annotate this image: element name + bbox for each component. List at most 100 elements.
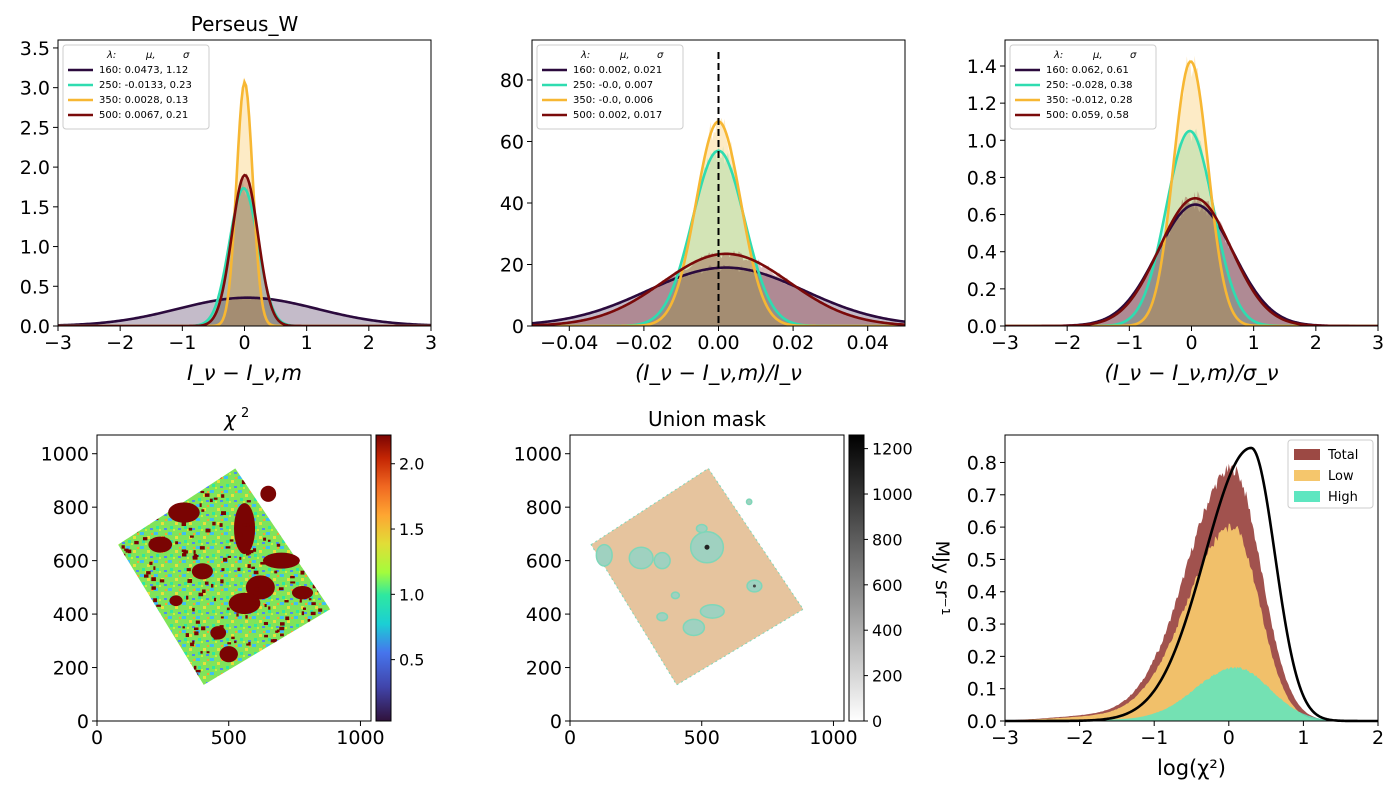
speckle-dot [146,571,151,575]
speckle-dot [202,589,206,594]
speckle-dot [300,570,305,575]
histogram-high [1005,666,1378,721]
high-chi2-patch [191,563,213,580]
legend-header: λ: [106,50,116,61]
legend: Total Low High [1287,439,1374,509]
speckle-dot [187,579,193,583]
bright-source [752,584,756,588]
x-tick-label: 0.02 [772,332,814,354]
speckle-dot [182,553,187,557]
legend-entry: 160: 0.002, 0.021 [573,65,662,76]
histogram-350 [1005,55,1378,326]
x-tick-label: 1 [301,332,313,354]
y-tick-label: 2.5 [20,117,50,139]
legend-entry: Total [1327,448,1358,463]
mask-contour [695,523,708,534]
y-tick-label: 1.2 [967,93,997,115]
speckle-dot [290,581,296,584]
legend-entry: 250: -0.0, 0.007 [573,80,653,91]
colorbar-tick-label: 0 [872,712,882,731]
speckle-dot [175,541,179,545]
legend: λ: μ, σ 160: 0.0473, 1.12 250: -0.0133, 0.23… [62,44,210,130]
y-tick-label: 60 [500,131,524,153]
high-chi2-patch [148,536,173,553]
speckle-dot [158,550,163,553]
speckle-dot [253,570,259,575]
speckle-dot [213,636,218,640]
y-tick-label: 0.0 [967,711,997,733]
fit-curve-250 [1005,129,1378,326]
speckle-dot [285,616,290,621]
high-chi2-patch [168,502,200,523]
speckle-dot [307,619,311,622]
speckle-dot [268,606,271,610]
x-axis-label: I_ν − I_ν,m [187,361,302,386]
speckle-dot [202,571,208,576]
speckle-dot [188,527,193,531]
x-tick-label: −2 [1053,332,1081,354]
speckle-dot [213,597,217,602]
speckle-dot [192,640,195,644]
speckle-dot [221,511,227,516]
histogram-250 [1005,128,1378,326]
speckle-dot [124,548,129,551]
speckle-dot [151,577,156,582]
axes-frame [1004,434,1379,722]
legend-entry: 500: 0.002, 0.017 [573,110,662,121]
x-tick-label: 0 [1185,332,1197,354]
mask-contour [653,551,671,570]
legend-header: μ, [619,50,630,61]
speckle-dot [186,568,191,572]
mask-region [590,467,804,686]
speckle-dot [236,613,239,617]
speckle-dot [227,657,233,660]
legend-entry: 500: 0.0067, 0.21 [99,110,188,121]
speckle-dot [205,528,211,533]
x-tick-label: −2 [1066,727,1094,749]
speckle-dot [127,549,132,554]
y-tick-label: 0 [550,711,562,733]
speckle-dot [220,616,224,619]
high-chi2-patch [228,592,261,615]
x-tick-label: 1 [1248,332,1260,354]
speckle-dot [284,600,289,603]
colorbar-tick-label: 400 [872,621,903,640]
x-axis-label: (I_ν − I_ν,m)/σ_ν [1105,361,1279,386]
speckle-dot [245,523,250,527]
panel-2-axes: −0.04 −0.02 0.00 0.02 0.04 0 20 40 60 80 (I_ν − I_… [500,39,906,386]
x-tick-label: 3 [1372,332,1384,354]
fit-curve-250 [58,187,431,326]
y-tick-label: 400 [53,604,89,626]
x-tick-label: −1 [168,332,196,354]
speckle-dot [121,545,125,549]
x-tick-label: −0.02 [615,332,673,354]
panel-2-plot [532,52,905,326]
speckle-dot [254,587,259,592]
legend-entry: 250: -0.028, 0.38 [1046,80,1133,91]
fit-curve-250 [532,149,905,326]
mask-contour [699,603,725,619]
y-tick-label: 0 [77,711,89,733]
x-axis-label: log(χ²) [1157,756,1226,780]
speckle-dot [193,550,196,554]
speckle-dot [204,581,209,585]
speckle-dot [209,498,213,503]
high-chi2-patch [245,575,275,600]
mask-contour [595,543,613,567]
legend-entry: High [1328,490,1358,505]
axes-frame [569,434,845,722]
panel-1-axes: −3 −2 −1 0 1 2 3 0.0 0.5 1.0 1.5 2.0 2.5 3.0 3.5 Perseu… [20,12,437,386]
legend-header: σ [657,50,664,61]
y-tick-label: 1000 [514,444,562,466]
colorbar-tick-label: 0.5 [399,651,424,670]
y-tick-label: 1.0 [967,130,997,152]
speckle-dot [182,626,185,629]
colorbar: 0.5 1.0 1.5 2.0 [375,434,424,722]
speckle-dot [183,505,186,509]
colorbar-gradient [848,434,865,722]
histogram-low [1005,523,1378,721]
x-tick-label: 0 [564,727,576,749]
speckle-dot [193,665,197,670]
speckle-dot [242,594,248,598]
